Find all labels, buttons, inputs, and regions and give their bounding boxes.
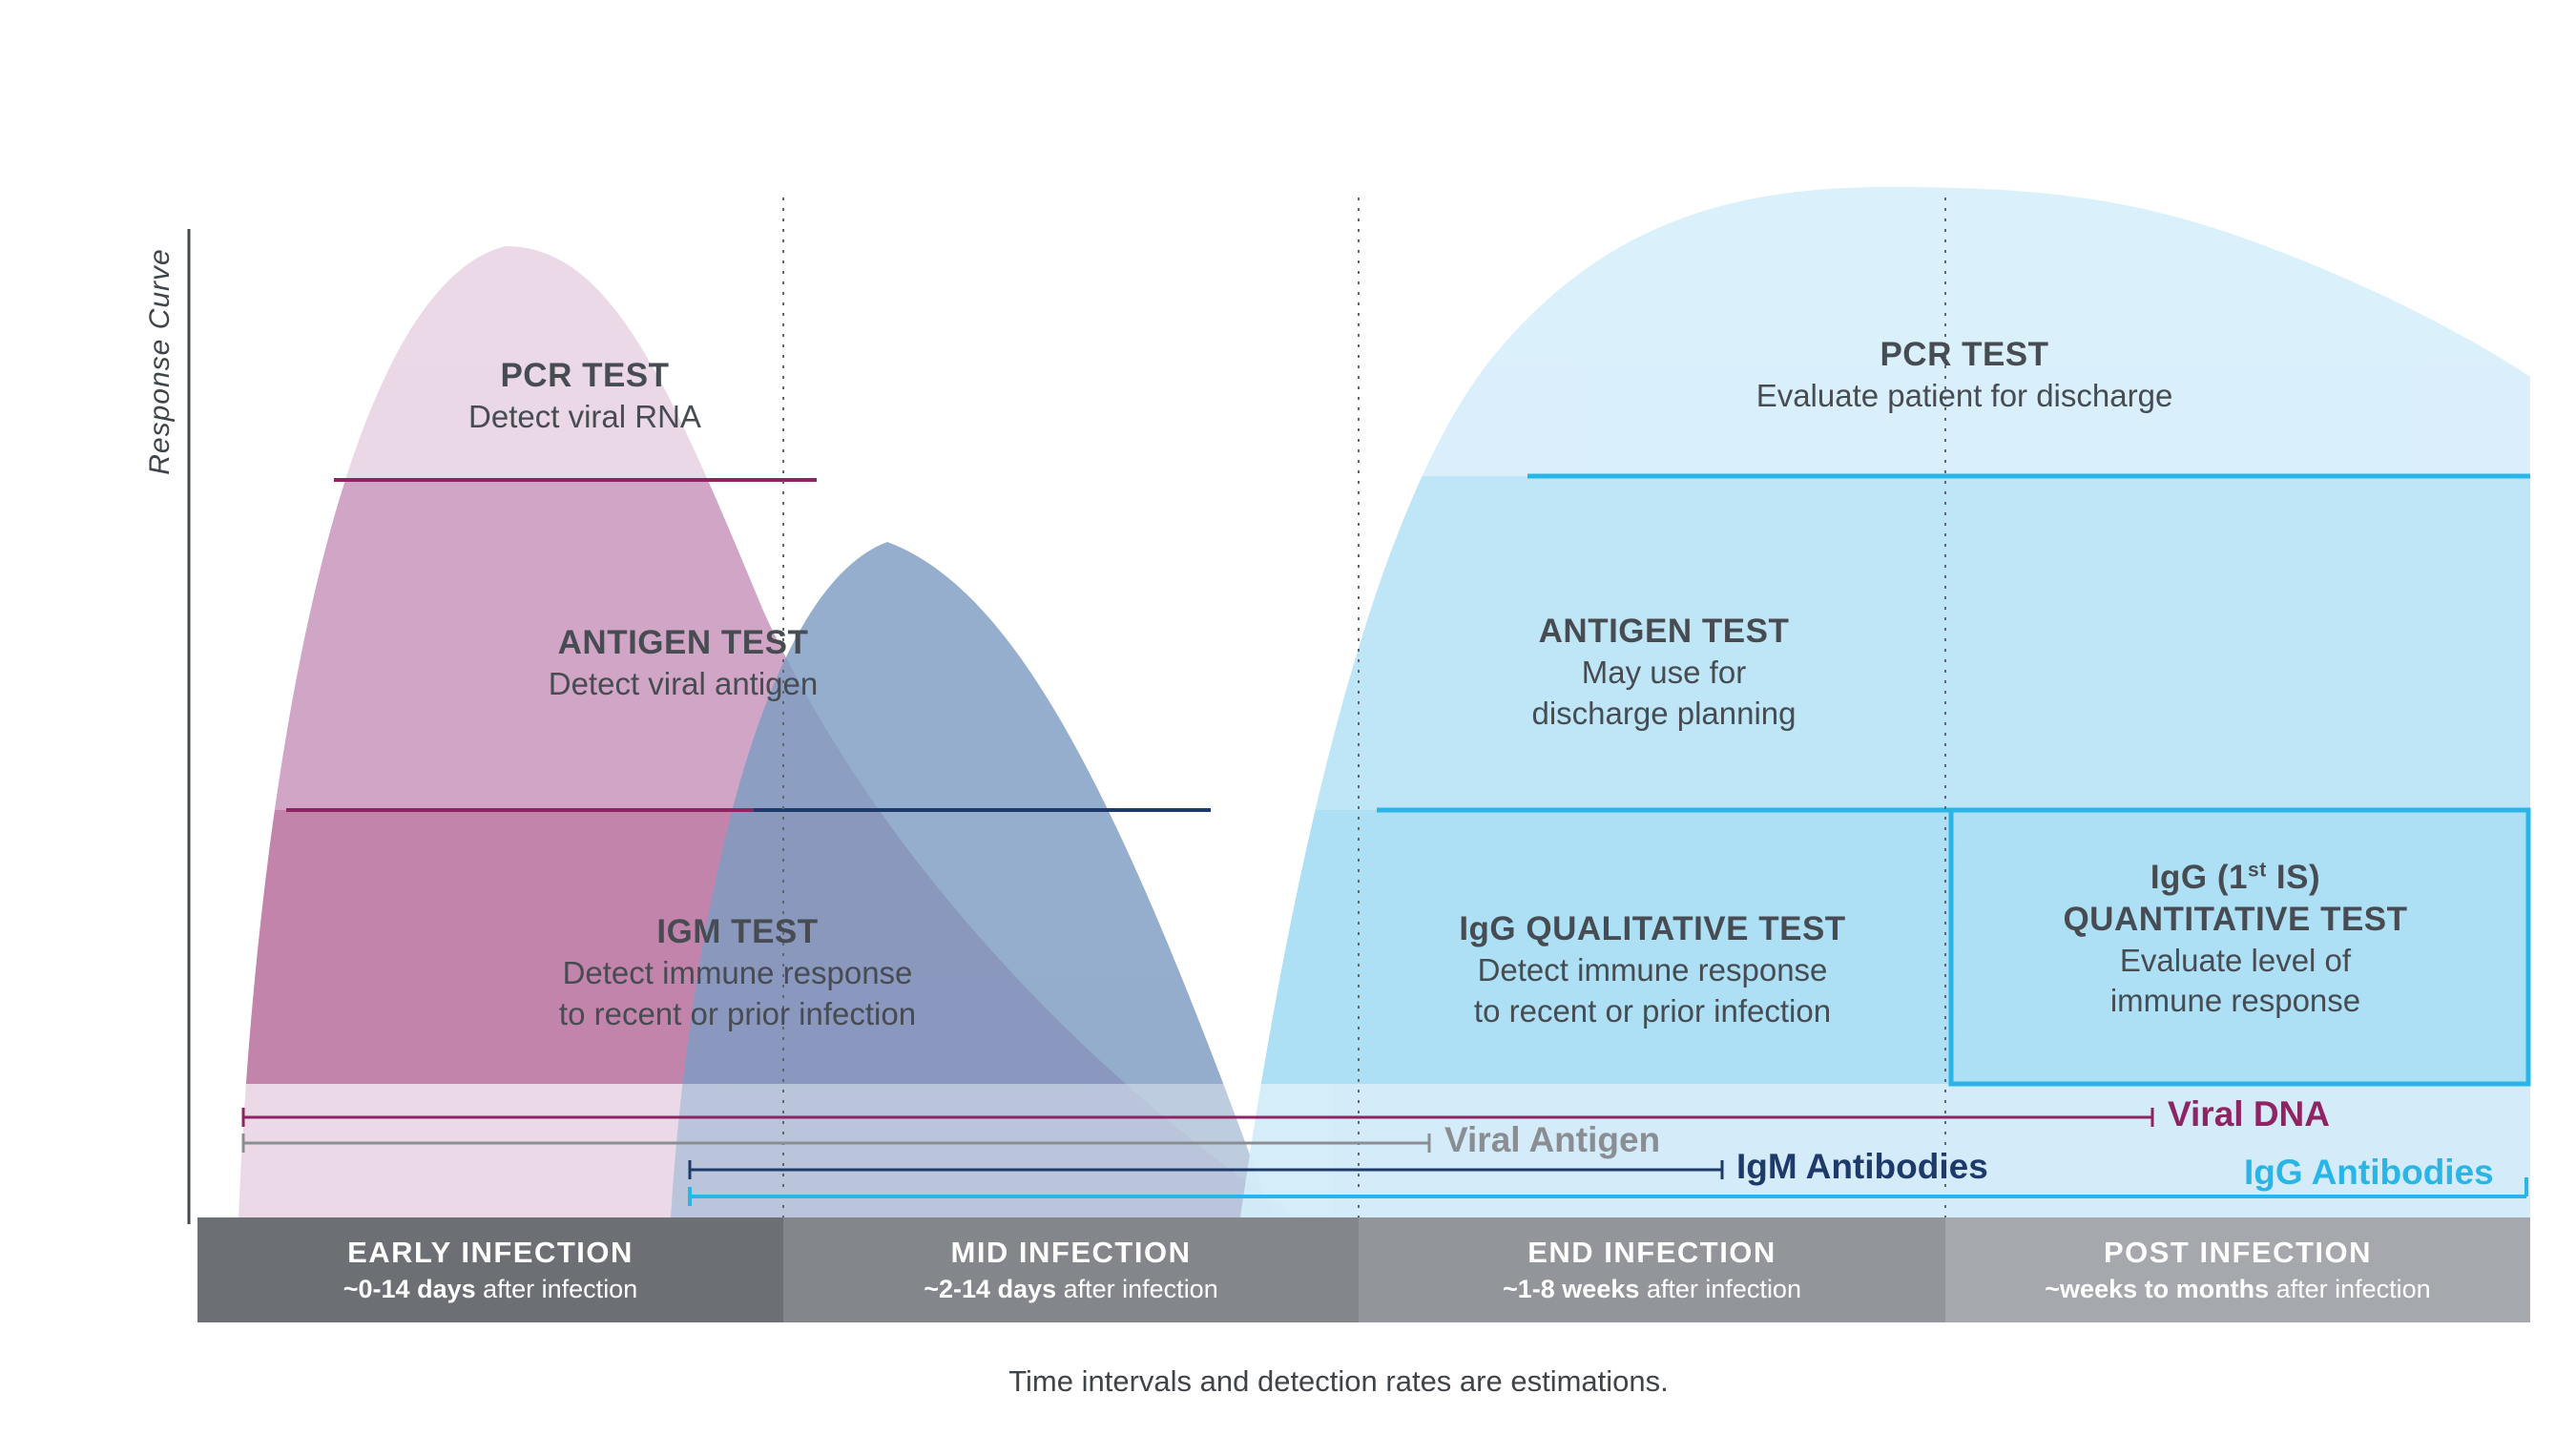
- viral-dna-span: [241, 1108, 2154, 1127]
- igg-quantitative-title-line2: QUANTITATIVE TEST: [2063, 900, 2408, 938]
- phase-end-subtitle: ~1-8 weeks after infection: [1359, 1275, 1945, 1304]
- left-pcr-annotation: PCR TEST Detect viral RNA: [270, 355, 900, 438]
- igg-qualitative-body-2: to recent or prior infection: [1473, 992, 1832, 1029]
- igg-qualitative-body-1: Detect immune response: [1477, 951, 1828, 988]
- y-axis-label: Response Curve: [144, 248, 176, 475]
- right-antigen-body-2: discharge planning: [1531, 695, 1797, 731]
- left-antigen-title: ANTIGEN TEST: [557, 624, 809, 661]
- igg-quantitative-annotation: IgG (1st IS) QUANTITATIVE TEST Evaluate …: [1921, 857, 2550, 1022]
- igg-quantitative-title-post: IS): [2266, 859, 2321, 896]
- left-pcr-title: PCR TEST: [500, 357, 670, 394]
- viral-antigen-label: Viral Antigen: [1444, 1120, 1661, 1159]
- igg-quantitative-title-pre: IgG (1: [2150, 859, 2249, 896]
- igg-antibodies-label: IgG Antibodies: [2244, 1153, 2494, 1192]
- right-pcr-title: PCR TEST: [1880, 336, 2049, 373]
- igg-quantitative-title-sup: st: [2248, 859, 2267, 882]
- left-igm-body-1: Detect immune response: [562, 954, 913, 990]
- igm-antibodies-span: [688, 1160, 1724, 1179]
- igg-curve: [1240, 187, 2530, 1217]
- igg-quantitative-body-1: Evaluate level of: [2119, 942, 2352, 978]
- phase-post-subtitle: ~weeks to months after infection: [1945, 1275, 2530, 1304]
- right-antigen-annotation: ANTIGEN TEST May use for discharge plann…: [1349, 611, 1979, 735]
- igg-antibodies-span: [688, 1177, 2528, 1206]
- left-igm-body-2: to recent or prior infection: [558, 995, 917, 1031]
- left-antigen-annotation: ANTIGEN TEST Detect viral antigen: [368, 622, 998, 705]
- phase-post-title: POST INFECTION: [2103, 1236, 2373, 1269]
- igg-quantitative-box: [1948, 807, 2531, 1087]
- viral-antigen-span: [241, 1133, 1431, 1153]
- phase-post-suffix: after infection: [2269, 1275, 2431, 1303]
- right-pcr-annotation: PCR TEST Evaluate patient for discharge: [1650, 334, 2279, 417]
- right-pcr-body: Evaluate patient for discharge: [1755, 377, 2173, 413]
- phase-mid-suffix: after infection: [1056, 1275, 1218, 1303]
- phase-mid-title: MID INFECTION: [950, 1236, 1192, 1269]
- left-antigen-body: Detect viral antigen: [548, 665, 819, 701]
- phase-early-title: EARLY INFECTION: [347, 1236, 634, 1269]
- footnote: Time intervals and detection rates are e…: [1008, 1364, 1669, 1398]
- igg-qualitative-annotation: IgG QUALITATIVE TEST Detect immune respo…: [1338, 908, 1967, 1032]
- phase-end-suffix: after infection: [1639, 1275, 1801, 1303]
- left-pcr-body: Detect viral RNA: [468, 398, 701, 434]
- phase-early-subtitle: ~0-14 days after infection: [197, 1275, 783, 1304]
- phase-early-suffix: after infection: [475, 1275, 638, 1303]
- igm-antibodies-label: IgM Antibodies: [1736, 1147, 1988, 1186]
- phase-mid-infection: MID INFECTION ~2-14 days after infection: [783, 1217, 1359, 1322]
- igg-quantitative-title: IgG (1st IS): [1921, 857, 2550, 899]
- blue-band-mid: [1240, 476, 2530, 810]
- phase-early-infection: EARLY INFECTION ~0-14 days after infecti…: [197, 1217, 783, 1322]
- left-igm-annotation: IGM TEST Detect immune response to recen…: [423, 911, 1052, 1035]
- right-antigen-title: ANTIGEN TEST: [1538, 613, 1790, 650]
- phase-mid-subtitle: ~2-14 days after infection: [783, 1275, 1359, 1304]
- phase-mid-duration: ~2-14 days: [924, 1275, 1057, 1303]
- right-antigen-body-1: May use for: [1581, 654, 1747, 690]
- phase-end-duration: ~1-8 weeks: [1503, 1275, 1640, 1303]
- phase-end-infection: END INFECTION ~1-8 weeks after infection: [1359, 1217, 1945, 1322]
- igg-qualitative-title: IgG QUALITATIVE TEST: [1459, 910, 1846, 947]
- phase-post-duration: ~weeks to months: [2045, 1275, 2270, 1303]
- blue-band-dark: [1240, 810, 2530, 1084]
- phase-post-infection: POST INFECTION ~weeks to months after in…: [1945, 1217, 2530, 1322]
- left-igm-title: IGM TEST: [656, 913, 819, 950]
- phase-end-title: END INFECTION: [1527, 1236, 1776, 1269]
- phase-early-duration: ~0-14 days: [343, 1275, 476, 1303]
- viral-dna-label: Viral DNA: [2168, 1094, 2330, 1133]
- igg-quantitative-body-2: immune response: [2109, 983, 2361, 1019]
